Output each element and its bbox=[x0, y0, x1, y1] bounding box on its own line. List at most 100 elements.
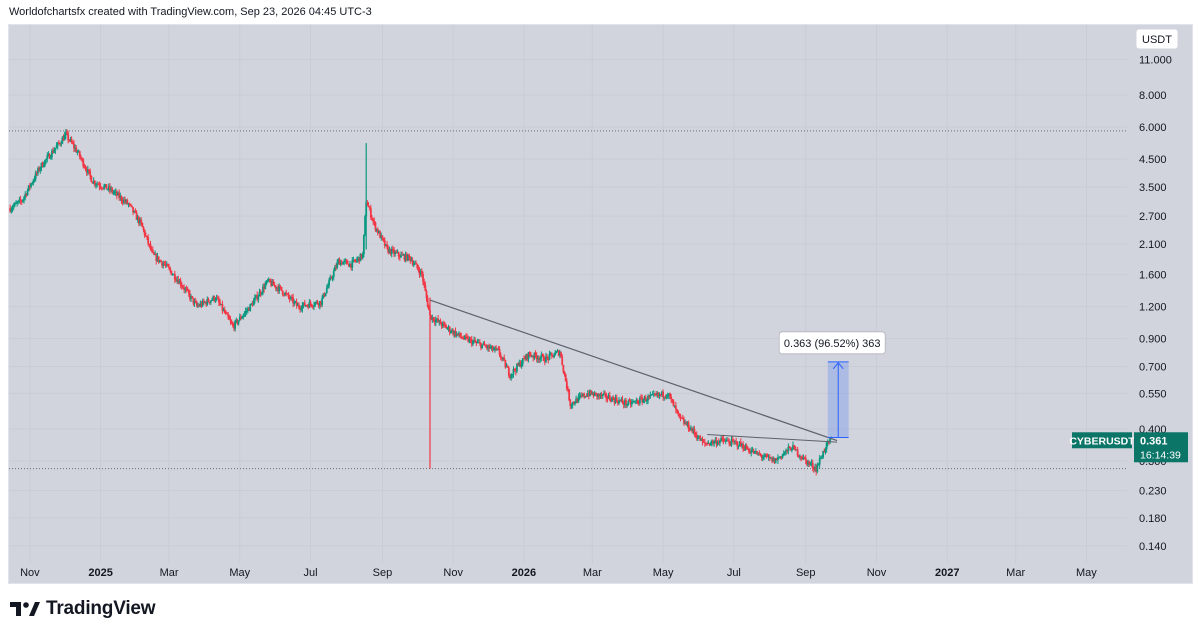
candle-body-down bbox=[259, 291, 262, 295]
candle-body-up bbox=[447, 326, 450, 329]
candle-body-up bbox=[719, 440, 721, 444]
candle-body-up bbox=[807, 461, 809, 465]
candle-body-down bbox=[605, 393, 608, 399]
candle-body-up bbox=[696, 438, 699, 440]
candle-body-up bbox=[692, 428, 695, 432]
candle-body-up bbox=[55, 145, 58, 149]
candle-body-down bbox=[469, 338, 472, 340]
candle-body-down bbox=[198, 305, 201, 307]
currency-selector[interactable] bbox=[1135, 28, 1179, 50]
candle-body-up bbox=[56, 142, 59, 146]
candle-body-up bbox=[575, 398, 578, 404]
candle-body-up bbox=[172, 274, 175, 276]
candle-body-down bbox=[478, 342, 481, 344]
candle-body-down bbox=[105, 184, 108, 190]
candle-body-up bbox=[390, 248, 393, 255]
candle-body-down bbox=[703, 442, 706, 444]
candle-body-up bbox=[242, 315, 245, 318]
candle-body-down bbox=[41, 162, 44, 167]
candle-body-down bbox=[219, 302, 221, 305]
support-trendline[interactable] bbox=[707, 434, 838, 443]
candle-body-down bbox=[794, 446, 797, 450]
candle-body-down bbox=[48, 154, 51, 159]
candle-body-down bbox=[389, 249, 392, 255]
descending-trendline[interactable] bbox=[429, 299, 838, 442]
candle-body-up bbox=[271, 281, 274, 286]
candle-body-up bbox=[104, 184, 107, 186]
y-tick-label: 0.140 bbox=[1139, 541, 1167, 553]
candle-body-down bbox=[223, 309, 226, 313]
x-tick-label: Jul bbox=[304, 567, 318, 579]
candle-body-up bbox=[349, 263, 351, 267]
candle-body-down bbox=[52, 150, 54, 153]
candle-body-down bbox=[97, 183, 100, 185]
candle-body-down bbox=[712, 440, 714, 444]
candle-body-down bbox=[229, 319, 232, 322]
candle-body-up bbox=[404, 253, 407, 260]
candle-body-down bbox=[567, 388, 569, 390]
candle-body-up bbox=[777, 457, 779, 461]
candle-body-down bbox=[307, 305, 310, 308]
candle-body-down bbox=[674, 405, 677, 410]
candle-body-down bbox=[657, 393, 660, 396]
candle-body-up bbox=[716, 441, 719, 445]
candle-body-up bbox=[502, 357, 504, 359]
candle-body-up bbox=[661, 391, 663, 395]
candle-body-up bbox=[601, 394, 604, 397]
candle-body-down bbox=[240, 316, 242, 319]
candle-body-up bbox=[351, 260, 354, 268]
candle-body-down bbox=[811, 462, 814, 469]
candle-body-up bbox=[352, 259, 355, 261]
candle-body-up bbox=[45, 159, 48, 161]
candle-body-down bbox=[166, 263, 169, 267]
candle-body-up bbox=[817, 464, 820, 466]
candle-body-down bbox=[440, 324, 443, 327]
candle-body-down bbox=[270, 281, 273, 286]
candle-body-up bbox=[593, 392, 596, 397]
candle-body-up bbox=[802, 456, 805, 460]
candle-body-up bbox=[714, 440, 717, 442]
candle-body-down bbox=[460, 336, 463, 338]
candle-body-down bbox=[140, 219, 143, 223]
candle-body-down bbox=[509, 375, 511, 379]
candle-body-down bbox=[569, 400, 572, 406]
candle-body-up bbox=[92, 180, 95, 184]
candle-body-up bbox=[253, 297, 256, 301]
candle-body-down bbox=[183, 287, 186, 290]
candle-body-up bbox=[724, 440, 727, 442]
candle-body-up bbox=[204, 302, 206, 304]
candle-body-down bbox=[439, 320, 442, 325]
candle-body-down bbox=[134, 210, 137, 213]
candle-body-down bbox=[191, 296, 194, 298]
candle-body-down bbox=[688, 429, 691, 431]
chart-area[interactable]: 0.363 (96.52%) 363 11.000 8.000 6.000 4.500 3… bbox=[8, 24, 1193, 584]
candle-body-down bbox=[398, 256, 401, 258]
candle-body-down bbox=[616, 401, 619, 404]
tradingview-logo-icon bbox=[10, 602, 40, 616]
candle-body-down bbox=[773, 458, 776, 464]
candle-body-up bbox=[577, 396, 580, 403]
candle-body-down bbox=[788, 446, 791, 448]
candle-body-up bbox=[212, 296, 215, 300]
candle-body-up bbox=[737, 446, 740, 448]
candle-body-up bbox=[51, 150, 53, 158]
candle-body-down bbox=[594, 392, 597, 394]
candle-body-down bbox=[815, 467, 818, 472]
candle-body-down bbox=[523, 358, 525, 360]
candle-body-down bbox=[499, 354, 502, 358]
candle-body-down bbox=[317, 303, 320, 306]
candle-body-down bbox=[803, 456, 806, 459]
candle-body-down bbox=[282, 294, 285, 296]
candle-body-down bbox=[484, 345, 487, 347]
candle-body-up bbox=[599, 393, 602, 397]
x-tick-label: May bbox=[1076, 567, 1097, 579]
candle-body-up bbox=[647, 396, 649, 401]
candle-body-down bbox=[80, 156, 82, 159]
candle-body-down bbox=[775, 458, 778, 461]
candle-body-down bbox=[90, 175, 93, 182]
candle-body-down bbox=[542, 355, 545, 361]
candle-body-up bbox=[247, 308, 249, 311]
candle-body-down bbox=[498, 349, 501, 355]
candle-body-up bbox=[54, 148, 57, 151]
candle-body-down bbox=[393, 249, 395, 255]
